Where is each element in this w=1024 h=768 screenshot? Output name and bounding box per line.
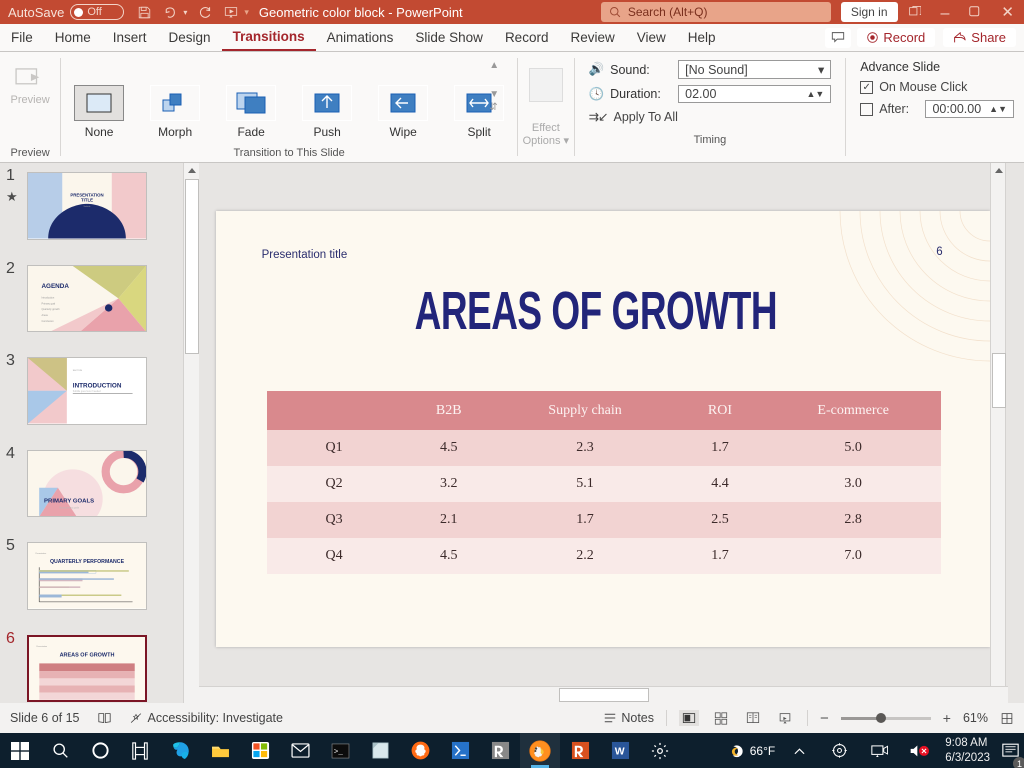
- svg-text:Primary goal: Primary goal: [41, 302, 55, 305]
- svg-text:QUARTERLY PERFORMANCE: QUARTERLY PERFORMANCE: [50, 559, 125, 565]
- svg-text:>_: >_: [333, 748, 343, 756]
- svg-text:AREAS OF GROWTH: AREAS OF GROWTH: [60, 652, 115, 658]
- svg-text:W: W: [614, 746, 624, 757]
- svg-text:Presentation: Presentation: [36, 645, 47, 648]
- svg-text:Introduction: Introduction: [41, 296, 54, 299]
- svg-text:Conclusion: Conclusion: [41, 319, 54, 322]
- svg-text:SECTION: SECTION: [73, 370, 83, 372]
- svg-text:Subtitle: Subtitle: [84, 205, 92, 208]
- svg-text:INTRODUCTION: INTRODUCTION: [73, 382, 122, 389]
- svg-text:TITLE: TITLE: [81, 198, 93, 203]
- svg-text:Quarterly growth: Quarterly growth: [41, 308, 60, 311]
- svg-text:AGENDA: AGENDA: [41, 283, 69, 290]
- svg-text:Subtitle goes here if needed: Subtitle goes here if needed: [73, 390, 102, 393]
- svg-text:Presentation: Presentation: [35, 552, 46, 555]
- svg-text:Areas: Areas: [41, 314, 48, 317]
- svg-text:PRESENTATION: PRESENTATION: [70, 193, 103, 198]
- svg-text:About primary goals: About primary goals: [59, 506, 80, 509]
- svg-text:PRIMARY GOALS: PRIMARY GOALS: [44, 498, 94, 504]
